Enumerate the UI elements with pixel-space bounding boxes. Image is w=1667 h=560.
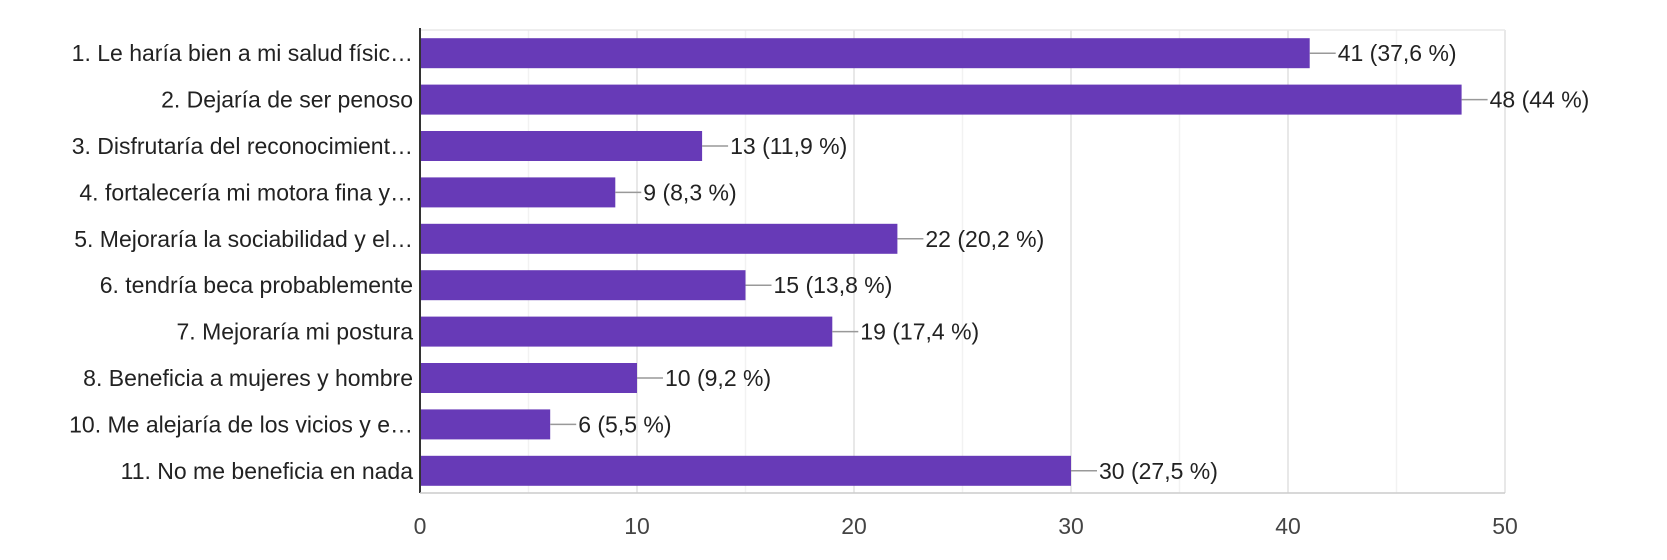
x-tick-label: 40 — [1275, 513, 1301, 539]
category-label: 3. Disfrutaría del reconocimient… — [72, 133, 413, 159]
value-label: 22 (20,2 %) — [925, 226, 1044, 252]
category-label: 8. Beneficia a mujeres y hombre — [83, 365, 413, 391]
x-tick-label: 50 — [1492, 513, 1518, 539]
value-label: 9 (8,3 %) — [643, 179, 736, 205]
bar[interactable] — [420, 131, 703, 161]
bar[interactable] — [420, 84, 1462, 115]
value-label: 48 (44 %) — [1490, 87, 1590, 113]
category-label: 11. No me beneficia en nada — [121, 458, 414, 484]
x-tick-label: 0 — [414, 513, 427, 539]
x-tick-label: 30 — [1058, 513, 1084, 539]
category-label: 6. tendría beca probablemente — [100, 272, 413, 298]
value-label: 6 (5,5 %) — [578, 411, 671, 437]
category-label: 2. Dejaría de ser penoso — [161, 87, 413, 113]
category-label: 10. Me alejaría de los vicios y e… — [69, 411, 413, 437]
category-label: 1. Le haría bien a mi salud físic… — [72, 40, 413, 66]
value-label: 15 (13,8 %) — [774, 272, 893, 298]
bar[interactable] — [420, 409, 551, 440]
value-label: 10 (9,2 %) — [665, 365, 771, 391]
bar[interactable] — [420, 455, 1071, 486]
category-label: 4. fortalecería mi motora fina y… — [79, 179, 413, 205]
bar[interactable] — [420, 316, 833, 347]
value-label: 13 (11,9 %) — [730, 133, 847, 159]
bar[interactable] — [420, 223, 898, 254]
x-tick-label: 10 — [624, 513, 650, 539]
value-label: 41 (37,6 %) — [1338, 40, 1457, 66]
bar[interactable] — [420, 270, 746, 301]
bar[interactable] — [420, 38, 1310, 69]
category-label: 5. Mejoraría la sociabilidad y el… — [74, 226, 413, 252]
bar[interactable] — [420, 177, 616, 208]
value-label: 19 (17,4 %) — [860, 319, 979, 345]
category-label: 7. Mejoraría mi postura — [177, 319, 414, 345]
labels: 41 (37,6 %) 1. Le haría bien a mi salud f… — [69, 40, 1589, 484]
axes: 0 10 20 30 40 50 — [414, 28, 1518, 539]
x-tick-label: 20 — [841, 513, 867, 539]
bar[interactable] — [420, 363, 637, 393]
value-label: 30 (27,5 %) — [1099, 458, 1218, 484]
bars — [420, 38, 1462, 486]
